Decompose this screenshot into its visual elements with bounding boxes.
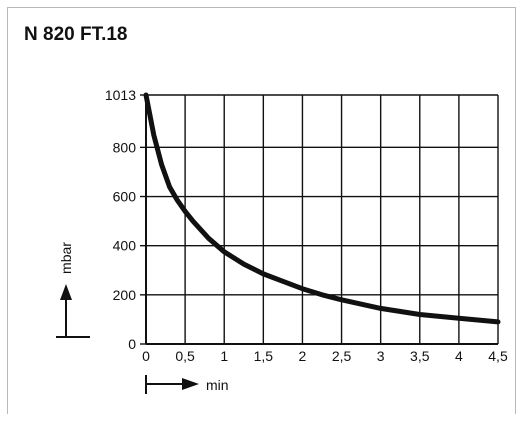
- x-tick-label: 0,5: [175, 348, 195, 364]
- x-tick-label: 1,5: [254, 348, 274, 364]
- chart-grid: [140, 94, 499, 345]
- series-line: [143, 92, 501, 325]
- x-tick-label: 3,5: [410, 348, 430, 364]
- y-tick-label: 800: [113, 139, 137, 155]
- y-tick-label: 400: [113, 238, 137, 254]
- chart-ticks: 0 0,5 1 1,5 2 2,5 3 3,5 4 4,5 0 200 400 600 800 1013: [105, 87, 508, 364]
- y-axis-arrow-icon: [56, 284, 90, 338]
- x-axis-arrow-icon: [145, 375, 199, 394]
- y-tick-label: 600: [113, 189, 137, 205]
- x-tick-label: 1: [220, 348, 228, 364]
- x-tick-label: 0: [142, 348, 150, 364]
- x-tick-label: 3: [377, 348, 385, 364]
- x-tick-label: 2: [299, 348, 307, 364]
- chart-title: N 820 FT.18: [24, 24, 128, 45]
- y-tick-label: 0: [128, 336, 136, 352]
- x-tick-label: 4: [455, 348, 463, 364]
- chart-frame: [7, 7, 516, 414]
- y-tick-label: 1013: [105, 87, 136, 103]
- y-tick-label: 200: [113, 287, 137, 303]
- x-tick-label: 4,5: [488, 348, 508, 364]
- x-axis-label: min: [206, 377, 229, 393]
- y-axis-label: mbar: [58, 242, 74, 274]
- x-tick-label: 2,5: [332, 348, 352, 364]
